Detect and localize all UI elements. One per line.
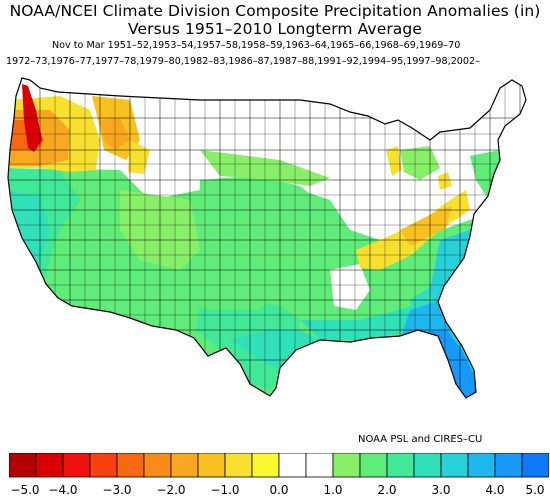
- precipitation-anomaly-map: [7, 77, 527, 399]
- colorbar-tick-label: 1.0: [323, 483, 342, 497]
- colorbar-swatch: [467, 453, 496, 478]
- colorbar-swatch: [521, 453, 549, 478]
- colorbar-swatch: [251, 453, 280, 478]
- colorbar-swatch: [278, 453, 307, 478]
- colorbar-swatch: [305, 453, 334, 478]
- map-title: NOAA/NCEI Climate Division Composite Pre…: [9, 2, 541, 20]
- years-subtitle-line-2: 1972–73,1976–77,1977–78,1979–80,1982–83,…: [6, 56, 480, 67]
- colorbar-swatch: [143, 453, 172, 478]
- colorbar-swatch: [62, 453, 91, 478]
- colorbar-tick-label: −1.0: [210, 483, 239, 497]
- colorbar-tick-label: 5.0: [525, 483, 544, 497]
- colorbar-swatch: [116, 453, 145, 478]
- colorbar-legend: −5.0 −4.0 −3.0 −2.0 −1.0 0.0 1.0 2.0 3.0 4.0 5.0: [9, 453, 549, 497]
- map-title-line-2: Versus 1951–2010 Longterm Average: [128, 20, 422, 38]
- colorbar-tick-label: −2.0: [156, 483, 185, 497]
- colorbar-swatch: [413, 453, 442, 478]
- colorbar-tick-label: −5.0: [10, 483, 39, 497]
- colorbar-swatch: [359, 453, 388, 478]
- colorbar-swatch: [197, 453, 226, 478]
- colorbar-swatch: [440, 453, 469, 478]
- colorbar-tick-label: 2.0: [377, 483, 396, 497]
- colorbar-swatch: [89, 453, 118, 478]
- colorbar-swatch: [494, 453, 523, 478]
- credit-label: NOAA PSL and CIRES–CU: [358, 434, 483, 445]
- colorbar-tick-label: 3.0: [431, 483, 450, 497]
- years-subtitle-line-1: Nov to Mar 1951–52,1953–54,1957–58,1958–…: [52, 40, 461, 51]
- colorbar-swatch: [332, 453, 361, 478]
- colorbar-swatch: [9, 453, 37, 478]
- colorbar-tick-label: −3.0: [102, 483, 131, 497]
- colorbar-swatch: [386, 453, 415, 478]
- colorbar-swatch: [224, 453, 253, 478]
- colorbar-swatch: [35, 453, 64, 478]
- colorbar-tick-label: −4.0: [48, 483, 77, 497]
- colorbar-swatch: [170, 453, 199, 478]
- colorbar-tick-label: 0.0: [269, 483, 288, 497]
- colorbar-tick-label: 4.0: [485, 483, 504, 497]
